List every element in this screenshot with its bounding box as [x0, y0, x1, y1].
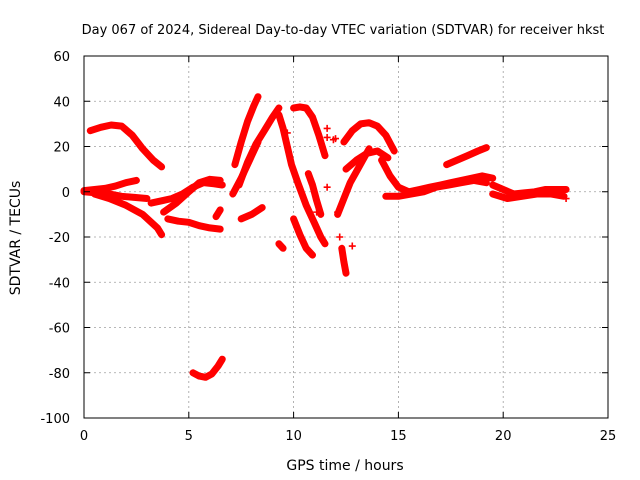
chart-title: Day 067 of 2024, Sidereal Day-to-day VTE… — [82, 23, 605, 38]
series-arc-10 — [231, 93, 262, 169]
x-tick-label: 5 — [185, 429, 193, 444]
x-tick-label: 20 — [495, 429, 512, 444]
series-arc-6 — [160, 175, 224, 216]
x-tick-label: 25 — [600, 429, 617, 444]
series-arc-16 — [304, 170, 325, 218]
x-tick-label: 15 — [390, 429, 407, 444]
y-tick-label: -40 — [49, 276, 70, 291]
x-tick-label: 0 — [80, 429, 88, 444]
series-arc-13 — [237, 204, 266, 223]
data-series — [80, 93, 570, 381]
y-tick-label: 60 — [53, 50, 70, 65]
series-arc-9 — [189, 355, 226, 381]
series-arc-21 — [340, 119, 398, 155]
series-arc-25 — [443, 144, 490, 169]
series-arc-27 — [489, 190, 568, 202]
axis-ticks: 0 5 10 15 20 25 -100 -80 -60 -40 -20 0 20 40 60 — [40, 50, 616, 444]
y-tick-label: -20 — [49, 231, 70, 246]
series-arc-2 — [86, 121, 166, 171]
y-tick-label: -80 — [49, 367, 70, 382]
data-point — [323, 133, 331, 141]
data-point — [562, 195, 570, 203]
data-point — [332, 135, 340, 143]
data-point — [323, 124, 331, 132]
series-arc-18 — [275, 240, 287, 252]
data-point — [348, 242, 356, 250]
series-arc-17 — [290, 215, 316, 259]
grid — [84, 56, 608, 418]
series-arc-7 — [164, 215, 224, 233]
series-arc-15 — [290, 103, 329, 160]
data-point — [323, 183, 331, 191]
series-arc-12 — [229, 138, 262, 198]
series-arc-24 — [382, 176, 490, 200]
x-axis-label: GPS time / hours — [286, 458, 403, 474]
data-point — [336, 233, 344, 241]
y-tick-label: 0 — [62, 186, 70, 201]
y-tick-label: -100 — [40, 412, 70, 427]
y-tick-label: 40 — [53, 95, 70, 110]
series-arc-4 — [91, 190, 166, 239]
y-tick-label: 20 — [53, 141, 70, 156]
data-point — [283, 129, 291, 137]
y-tick-label: -60 — [49, 322, 70, 337]
series-arc-22 — [342, 147, 392, 173]
y-axis-label: SDTVAR / TECUs — [8, 181, 24, 296]
series-arc-14 — [275, 111, 329, 248]
series-arc-8 — [212, 206, 224, 221]
series-arc-19 — [338, 244, 350, 277]
x-tick-label: 10 — [285, 429, 302, 444]
data-point — [313, 208, 321, 216]
data-point — [334, 208, 342, 216]
